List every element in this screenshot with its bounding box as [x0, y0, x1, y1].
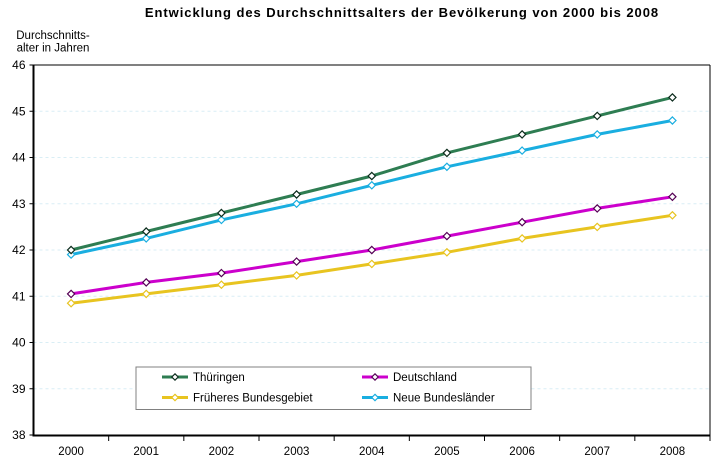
svg-text:Durchschnitts-: Durchschnitts-: [16, 30, 90, 42]
svg-text:2008: 2008: [660, 446, 686, 458]
svg-text:2001: 2001: [133, 446, 159, 458]
svg-text:alter in Jahren: alter in Jahren: [17, 43, 90, 55]
svg-text:Entwicklung des Durchschnittsa: Entwicklung des Durchschnittsalters der …: [145, 5, 659, 20]
svg-text:42: 42: [12, 243, 26, 257]
svg-text:44: 44: [12, 151, 26, 165]
svg-text:Früheres Bundesgebiet: Früheres Bundesgebiet: [193, 393, 313, 405]
svg-text:Deutschland: Deutschland: [393, 372, 457, 384]
svg-text:Thüringen: Thüringen: [193, 372, 245, 384]
svg-text:39: 39: [12, 382, 26, 396]
svg-text:45: 45: [12, 104, 26, 118]
svg-text:Neue Bundesländer: Neue Bundesländer: [393, 393, 495, 405]
svg-text:2002: 2002: [209, 446, 235, 458]
svg-text:46: 46: [12, 58, 26, 72]
svg-text:2005: 2005: [434, 446, 460, 458]
svg-text:2004: 2004: [359, 446, 385, 458]
svg-text:2006: 2006: [509, 446, 535, 458]
svg-text:41: 41: [12, 289, 26, 303]
svg-text:38: 38: [12, 428, 26, 442]
svg-text:40: 40: [12, 336, 26, 350]
svg-text:2007: 2007: [584, 446, 610, 458]
svg-text:2000: 2000: [58, 446, 84, 458]
svg-text:43: 43: [12, 197, 26, 211]
svg-text:2003: 2003: [284, 446, 310, 458]
